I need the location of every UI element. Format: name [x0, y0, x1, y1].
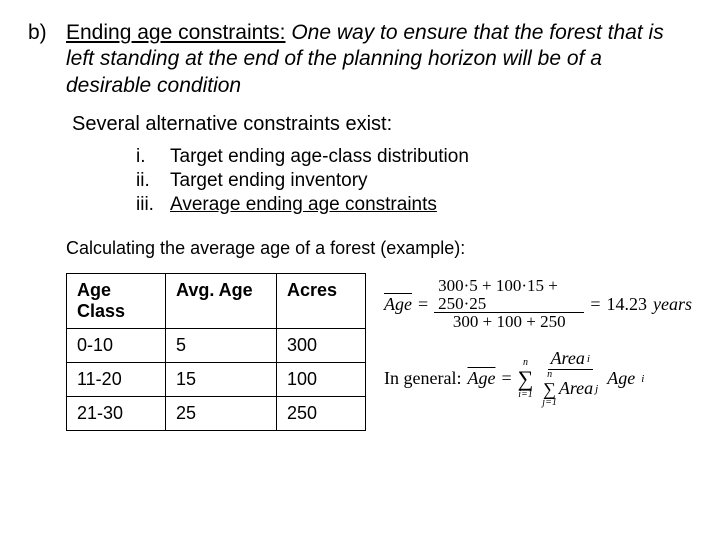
cell: 21-30 [67, 396, 166, 430]
cell: 15 [166, 362, 277, 396]
eq-lhs: Age [384, 294, 412, 315]
eq-lhs: Age [467, 368, 495, 389]
subheading: Several alternative constraints exist: [72, 113, 692, 136]
fraction-denominator: 300 + 100 + 250 [449, 313, 570, 331]
cell: 11-20 [67, 362, 166, 396]
list-item: i. Target ending age-class distribution [136, 146, 692, 168]
sigma-lower: j=1 [542, 398, 557, 408]
table-row: 21-30 25 250 [67, 396, 366, 430]
cell: 25 [166, 396, 277, 430]
den-term: Area [559, 379, 593, 399]
cell: 300 [277, 328, 366, 362]
col-header: Avg. Age [166, 273, 277, 328]
heading-title: Ending age constraints: [66, 21, 285, 44]
table-row: 0-10 5 300 [67, 328, 366, 362]
heading-paragraph: Ending age constraints: One way to ensur… [66, 20, 692, 99]
trail-sub: i [641, 373, 644, 385]
list-item: iii. Average ending age constraints [136, 194, 692, 216]
equals-icon: = [501, 368, 511, 389]
list-item-num: i. [136, 146, 170, 168]
den-sub: j [595, 383, 598, 395]
eq-unit: years [653, 294, 692, 315]
equals-icon: = [590, 294, 600, 315]
list-item-text: Average ending age constraints [170, 194, 437, 216]
list-item-num: iii. [136, 194, 170, 216]
fraction: 300·5 + 100·15 + 250·25 300 + 100 + 250 [434, 277, 584, 332]
list-marker: b) [28, 20, 66, 99]
sigma-lower: i=1 [518, 390, 533, 400]
col-header: Age Class [67, 273, 166, 328]
list-item: ii. Target ending inventory [136, 170, 692, 192]
col-header: Acres [277, 273, 366, 328]
equation-general: In general: Age = n ∑ i=1 Areai n ∑ [384, 349, 692, 408]
list-item-text: Target ending age-class distribution [170, 146, 469, 168]
equals-icon: = [418, 294, 428, 315]
fraction-numerator: 300·5 + 100·15 + 250·25 [434, 277, 584, 314]
sigma-icon: n ∑ i=1 [518, 358, 534, 400]
age-table: Age Class Avg. Age Acres 0-10 5 300 11-2… [66, 273, 366, 431]
num-sub: i [587, 353, 590, 365]
trail-term: Age [607, 368, 635, 389]
table-row: 11-20 15 100 [67, 362, 366, 396]
equation-example: Age = 300·5 + 100·15 + 250·25 300 + 100 … [384, 277, 692, 332]
equations-block: Age = 300·5 + 100·15 + 250·25 300 + 100 … [384, 273, 692, 408]
table-header-row: Age Class Avg. Age Acres [67, 273, 366, 328]
sigma-icon: n ∑ j=1 [542, 370, 557, 408]
calc-label: Calculating the average age of a forest … [66, 238, 692, 259]
cell: 5 [166, 328, 277, 362]
roman-list: i. Target ending age-class distribution … [136, 146, 692, 216]
ratio: Areai n ∑ j=1 Areaj [539, 349, 601, 408]
cell: 250 [277, 396, 366, 430]
cell: 100 [277, 362, 366, 396]
eq-result: 14.23 [607, 294, 648, 315]
list-item-text: Target ending inventory [170, 170, 368, 192]
general-prefix: In general: [384, 368, 461, 389]
cell: 0-10 [67, 328, 166, 362]
list-item-num: ii. [136, 170, 170, 192]
num-term: Area [551, 349, 585, 369]
